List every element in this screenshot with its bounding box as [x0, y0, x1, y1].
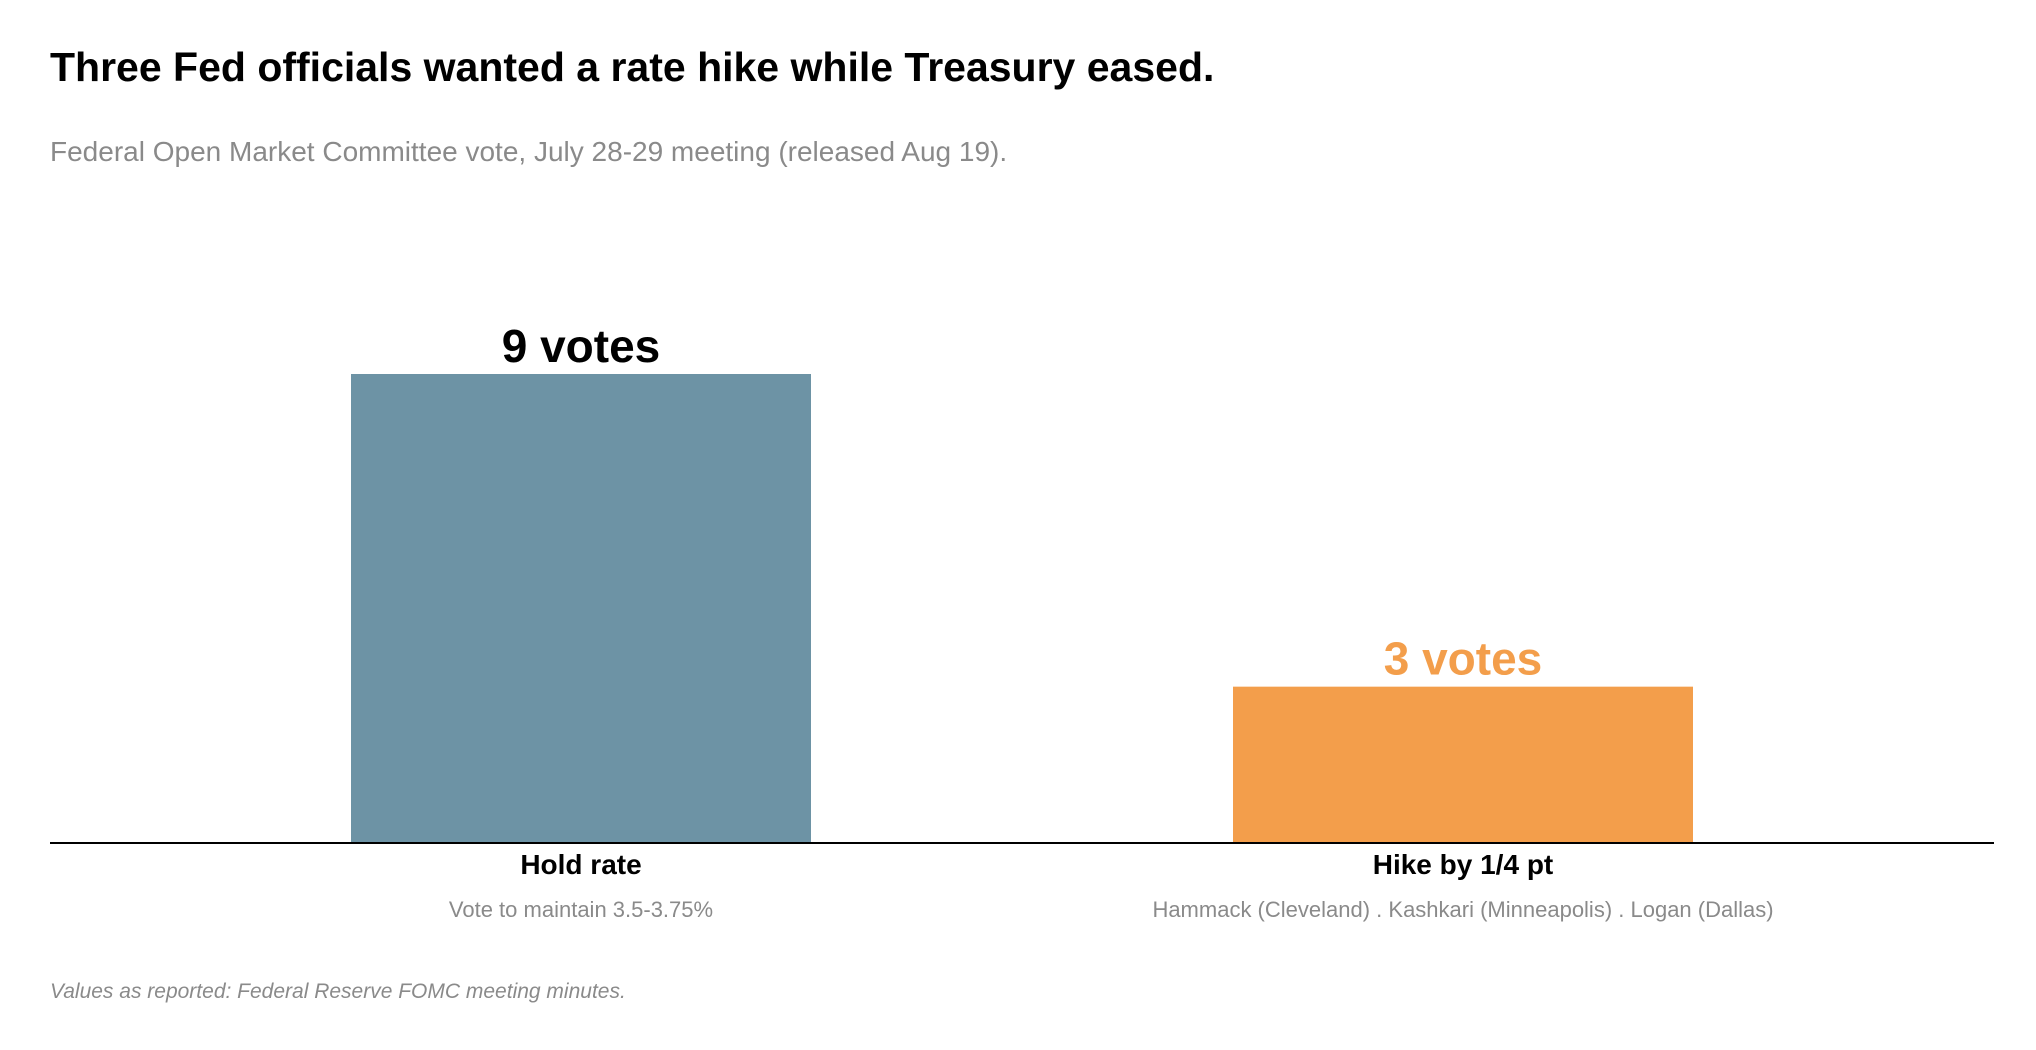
- category-note-0: Vote to maintain 3.5-3.75%: [449, 897, 713, 922]
- chart-subtitle: Federal Open Market Committee vote, July…: [50, 136, 1008, 167]
- category-label-1: Hike by 1/4 pt: [1373, 849, 1554, 880]
- category-note-1: Hammack (Cleveland) . Kashkari (Minneapo…: [1152, 897, 1773, 922]
- source-footnote: Values as reported: Federal Reserve FOMC…: [50, 980, 626, 1003]
- value-label-1: 3 votes: [1384, 633, 1543, 685]
- labels-group: 9 votes Hold rate Vote to maintain 3.5-3.7…: [449, 320, 1774, 922]
- category-label-0: Hold rate: [520, 849, 641, 880]
- bar-0: [351, 374, 811, 843]
- chart-title: Three Fed officials wanted a rate hike w…: [50, 44, 1215, 90]
- bars-group: [351, 374, 1693, 843]
- value-label-0: 9 votes: [502, 320, 661, 372]
- bar-1: [1233, 686, 1693, 843]
